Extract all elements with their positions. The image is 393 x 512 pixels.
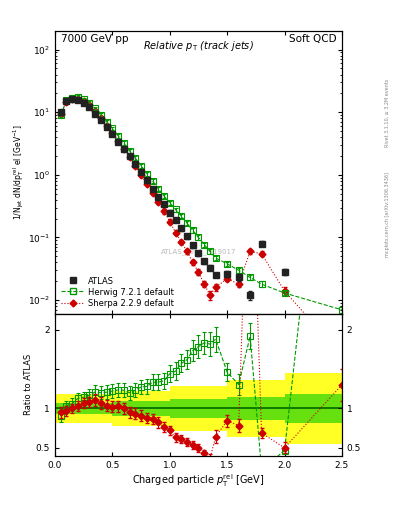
- Legend: ATLAS, Herwig 7.2.1 default, Sherpa 2.2.9 default: ATLAS, Herwig 7.2.1 default, Sherpa 2.2.…: [59, 275, 176, 310]
- Text: 7000 GeV pp: 7000 GeV pp: [61, 34, 128, 44]
- Text: ATLAS_2011_I919017: ATLAS_2011_I919017: [161, 248, 236, 255]
- Text: Rivet 3.1.10, ≥ 3.2M events: Rivet 3.1.10, ≥ 3.2M events: [385, 78, 390, 147]
- Text: Soft QCD: Soft QCD: [288, 34, 336, 44]
- Text: Relative p$_{\mathrm{T}}$ (track jets): Relative p$_{\mathrm{T}}$ (track jets): [143, 39, 254, 53]
- X-axis label: Charged particle $p_{\mathrm{T}}^{\mathrm{rel}}$ [GeV]: Charged particle $p_{\mathrm{T}}^{\mathr…: [132, 472, 264, 489]
- Y-axis label: Ratio to ATLAS: Ratio to ATLAS: [24, 354, 33, 415]
- Text: mcplots.cern.ch [arXiv:1306.3436]: mcplots.cern.ch [arXiv:1306.3436]: [385, 173, 390, 258]
- Y-axis label: 1/N$_{\mathrm{jet}}$ dN/dp$_{\mathrm{T}}^{\mathrm{rel}}$ el [GeV$^{-1}$]: 1/N$_{\mathrm{jet}}$ dN/dp$_{\mathrm{T}}…: [12, 124, 26, 220]
